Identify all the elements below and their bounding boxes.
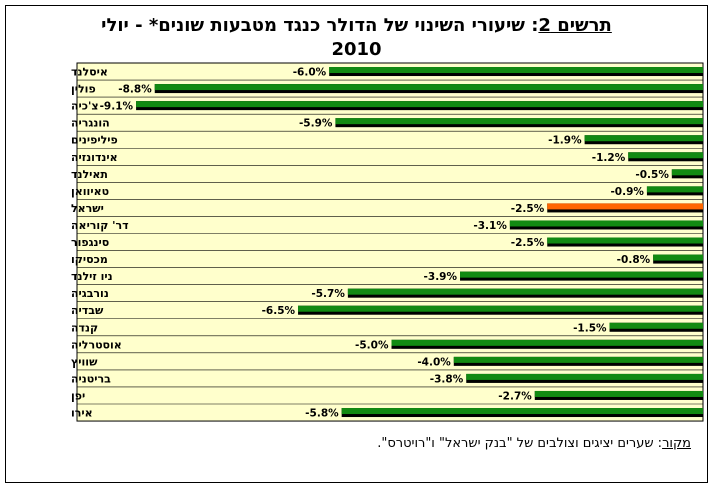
- chart-title-line1: : שיעורי השינוי של הדולר כנגד מטבעות שונ…: [101, 15, 539, 36]
- chart-title-prefix: תרשים 2: [538, 15, 612, 36]
- data-label: -2.5%: [511, 237, 545, 249]
- bar: [391, 339, 703, 346]
- bar: [653, 254, 703, 261]
- category-label: פולין: [71, 83, 96, 96]
- data-label: -3.9%: [424, 271, 458, 283]
- bar: [646, 186, 703, 193]
- bar: [584, 135, 703, 142]
- data-label: -5.8%: [305, 408, 339, 420]
- source-label: מקור: [662, 436, 691, 451]
- category-label: יפן: [71, 389, 85, 402]
- bar: [609, 322, 703, 329]
- category-label: איסלנד: [71, 66, 108, 79]
- bar: [628, 152, 703, 159]
- data-label: -0.8%: [617, 254, 651, 266]
- data-label: -0.5%: [635, 169, 669, 181]
- category-label: פיליפינים: [71, 134, 118, 147]
- category-label: צ'כיה: [71, 100, 99, 113]
- data-label: -5.0%: [355, 339, 389, 351]
- bar: [298, 305, 703, 312]
- category-label: שבדיה: [71, 304, 104, 317]
- bar-chart: -6.0% איסלנד -8.8% פולין -9.1%צ'כיה -5.9% הונג…: [71, 62, 704, 422]
- bar: [466, 373, 703, 380]
- data-label: -3.8%: [430, 373, 464, 385]
- bar: [453, 356, 703, 363]
- category-label: אינדונזיה: [71, 151, 118, 164]
- chart-title-line2: 2010: [331, 39, 382, 60]
- category-label: קנדה: [71, 321, 98, 334]
- source-note: מקור: שערים יציגים וצולבים של "בנק ישראל…: [377, 436, 691, 451]
- data-label: -4.0%: [417, 356, 451, 368]
- data-label: -5.7%: [311, 288, 345, 300]
- bar: [547, 203, 703, 210]
- category-label: טאיוואן: [71, 185, 109, 198]
- category-label: אירו: [71, 407, 93, 420]
- data-label: -2.7%: [498, 390, 532, 402]
- chart-title: תרשים 2: שיעורי השינוי של הדולר כנגד מטב…: [6, 14, 707, 62]
- category-label: תאילנד: [71, 168, 108, 181]
- bar: [534, 390, 703, 397]
- data-label: -2.5%: [511, 203, 545, 215]
- category-label: שוויץ: [71, 355, 98, 368]
- category-label: דר' קוריאה: [71, 219, 129, 232]
- data-label: -1.2%: [592, 152, 626, 164]
- data-label: -9.1%: [100, 101, 134, 113]
- category-label: סינגפור: [71, 236, 109, 249]
- chart-frame: תרשים 2: שיעורי השינוי של הדולר כנגד מטב…: [5, 5, 708, 483]
- category-label: ניו זילנד: [71, 270, 113, 283]
- bar: [547, 237, 703, 244]
- category-label: הונגריה: [71, 117, 110, 130]
- bar: [329, 67, 703, 74]
- data-label: -5.9%: [299, 118, 333, 130]
- data-label: -1.9%: [548, 135, 582, 147]
- category-label: בריטניה: [71, 372, 111, 385]
- category-label: נורבגיה: [71, 287, 109, 300]
- bar: [671, 169, 703, 176]
- data-label: -3.1%: [473, 220, 507, 232]
- bar: [136, 101, 703, 108]
- data-label: -0.9%: [610, 186, 644, 198]
- bar: [460, 271, 703, 278]
- data-label: -8.8%: [118, 84, 152, 96]
- bar: [154, 84, 703, 91]
- data-label: -1.5%: [573, 322, 607, 334]
- data-label: -6.0%: [293, 67, 327, 79]
- source-text: : שערים יציגים וצולבים של "בנק ישראל" ו"…: [377, 436, 663, 451]
- category-label: ישראל: [71, 202, 104, 215]
- bar: [335, 118, 703, 125]
- data-label: -6.5%: [262, 305, 296, 317]
- bar: [509, 220, 703, 227]
- category-label: אוסטרליה: [71, 338, 122, 351]
- category-label: מכסיקו: [71, 253, 108, 266]
- bar: [347, 288, 703, 295]
- bar: [341, 408, 703, 415]
